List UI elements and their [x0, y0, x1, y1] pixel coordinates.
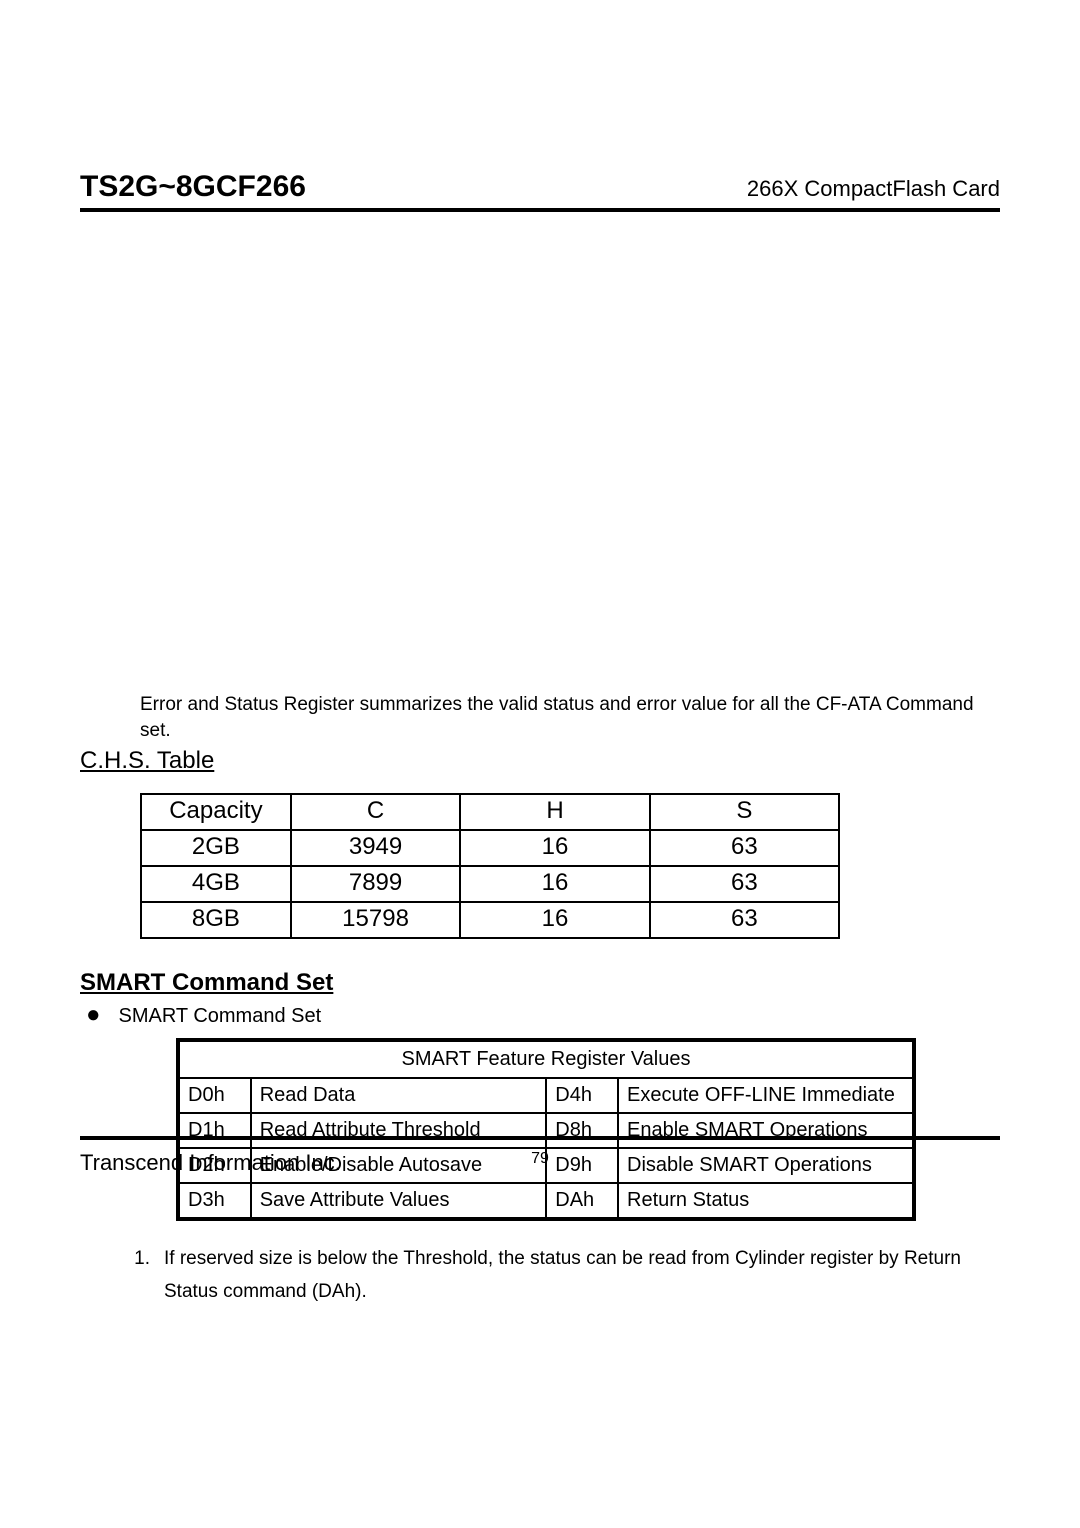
smart-desc-cell: Return Status: [618, 1183, 914, 1219]
chs-cell: 15798: [291, 902, 461, 938]
smart-desc-cell: Execute OFF-LINE Immediate: [618, 1078, 914, 1113]
chs-cell: 7899: [291, 866, 461, 902]
chs-cell: 63: [650, 830, 839, 866]
intro-section: Error and Status Register summarizes the…: [80, 692, 1000, 775]
footer-rule: [80, 1136, 1000, 1140]
chs-cell: 16: [460, 902, 649, 938]
smart-desc-cell: Read Data: [251, 1078, 547, 1113]
smart-desc-cell: Enable SMART Operations: [618, 1113, 914, 1148]
smart-code-cell: D4h: [546, 1078, 618, 1113]
chs-cell: 4GB: [141, 866, 291, 902]
smart-code-cell: D8h: [546, 1113, 618, 1148]
smart-code-cell: D1h: [178, 1113, 251, 1148]
chs-cell: 63: [650, 866, 839, 902]
table-row: D1h Read Attribute Threshold D8h Enable …: [178, 1113, 914, 1148]
table-row: 8GB 15798 16 63: [141, 902, 839, 938]
chs-col-h: H: [460, 794, 649, 830]
bullet-icon: ●: [86, 1003, 101, 1027]
chs-cell: 16: [460, 830, 649, 866]
header-subtitle: 266X CompactFlash Card: [747, 176, 1000, 202]
chs-col-s: S: [650, 794, 839, 830]
chs-table-label: C.H.S. Table: [80, 747, 1000, 775]
header-rule: [80, 208, 1000, 212]
note-number: 1.: [110, 1243, 150, 1308]
footer-page-number: 79: [531, 1150, 549, 1168]
header-title: TS2G~8GCF266: [80, 170, 306, 204]
table-row: D0h Read Data D4h Execute OFF-LINE Immed…: [178, 1078, 914, 1113]
table-row: D3h Save Attribute Values DAh Return Sta…: [178, 1183, 914, 1219]
chs-cell: 2GB: [141, 830, 291, 866]
chs-cell: 3949: [291, 830, 461, 866]
footer-company: Transcend Information Inc.: [80, 1150, 341, 1176]
table-row: Capacity C H S: [141, 794, 839, 830]
smart-desc-cell: Save Attribute Values: [251, 1183, 547, 1219]
page: TS2G~8GCF266 266X CompactFlash Card Erro…: [0, 0, 1080, 1528]
table-row: 2GB 3949 16 63: [141, 830, 839, 866]
smart-code-cell: D0h: [178, 1078, 251, 1113]
table-row: SMART Feature Register Values: [178, 1040, 914, 1078]
chs-cell: 8GB: [141, 902, 291, 938]
chs-col-c: C: [291, 794, 461, 830]
table-row: 4GB 7899 16 63: [141, 866, 839, 902]
smart-heading: SMART Command Set: [80, 969, 1000, 997]
smart-bullet-row: ● SMART Command Set: [80, 1003, 1000, 1028]
smart-code-cell: DAh: [546, 1183, 618, 1219]
chs-col-capacity: Capacity: [141, 794, 291, 830]
smart-bullet-text: SMART Command Set: [119, 1005, 322, 1028]
chs-cell: 63: [650, 902, 839, 938]
smart-desc-cell: Read Attribute Threshold: [251, 1113, 547, 1148]
smart-code-cell: D3h: [178, 1183, 251, 1219]
footer: Transcend Information Inc. 79: [80, 1150, 1000, 1176]
note-text: If reserved size is below the Threshold,…: [164, 1243, 1000, 1308]
note-item: 1. If reserved size is below the Thresho…: [80, 1243, 1000, 1308]
page-header: TS2G~8GCF266 266X CompactFlash Card: [80, 170, 1000, 204]
smart-table-title: SMART Feature Register Values: [178, 1040, 914, 1078]
smart-table: SMART Feature Register Values D0h Read D…: [176, 1038, 916, 1221]
chs-cell: 16: [460, 866, 649, 902]
chs-table: Capacity C H S 2GB 3949 16 63 4GB 7899 1…: [140, 793, 840, 939]
intro-text: Error and Status Register summarizes the…: [140, 692, 1000, 743]
